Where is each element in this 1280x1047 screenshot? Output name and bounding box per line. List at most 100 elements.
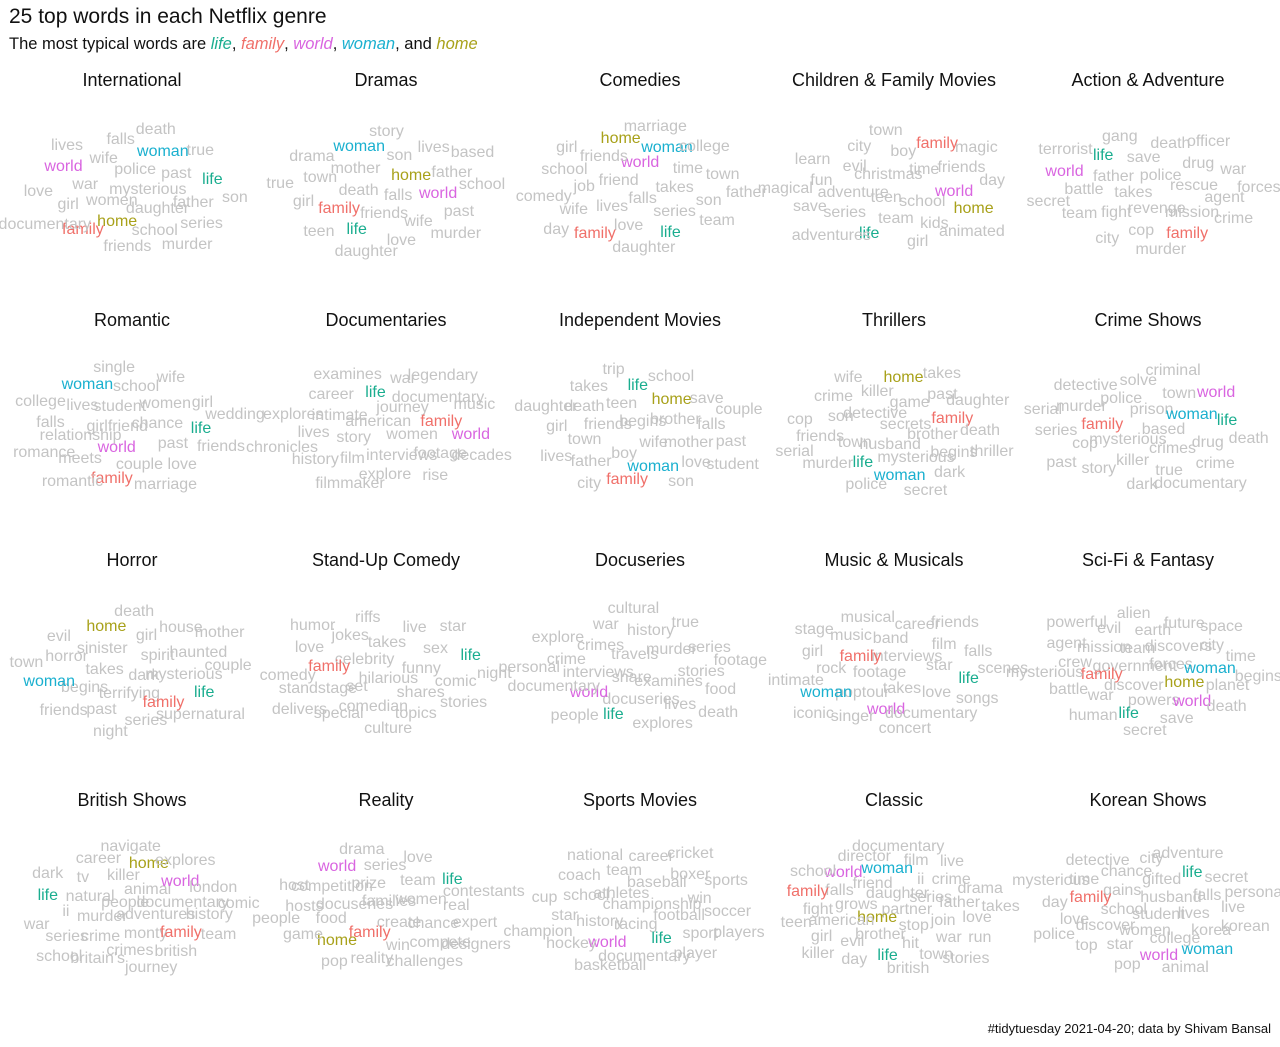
cloud-word: comedy <box>515 187 572 205</box>
cloud-word: families <box>361 892 417 910</box>
cloud-word: animal <box>1161 958 1209 976</box>
cloud-word: people <box>252 909 301 927</box>
cloud-word: songs <box>955 690 999 708</box>
cloud-word: save <box>792 198 827 216</box>
cloud-word: war <box>390 369 416 387</box>
cloud-word: secret <box>1026 193 1071 210</box>
cloud-word: singer <box>830 708 875 726</box>
cloud-word: contestants <box>442 882 525 900</box>
cloud-word: history <box>291 451 339 469</box>
cloud-word: mysterious <box>109 181 187 198</box>
cloud-word: war <box>1087 686 1114 704</box>
cloud-word: school <box>789 862 837 880</box>
cloud-word: marriage <box>623 118 687 136</box>
keyword-world: world <box>293 35 333 53</box>
cloud-word: teen <box>606 394 638 412</box>
cloud-word: begins <box>619 412 667 430</box>
cloud-word: girl <box>556 138 578 156</box>
cloud-word: food <box>315 909 347 927</box>
cloud-word: father <box>570 453 612 471</box>
cloud-word: based <box>450 143 495 161</box>
cloud-word: romance <box>13 443 76 461</box>
cloud-word: docuseries <box>602 691 680 708</box>
cloud-word: brother <box>855 926 906 944</box>
cloud-word: series <box>45 927 89 945</box>
wordcloud-panel: British Shows people adventures murder anima… <box>5 790 260 1030</box>
cloud-word: coach <box>558 867 601 885</box>
cloud-word: family <box>606 471 648 489</box>
cloud-word: challenges <box>386 952 463 970</box>
cloud-word: murder <box>76 908 128 926</box>
cloud-word: student <box>1132 906 1185 924</box>
cloud-word: falls <box>383 186 413 204</box>
subtitle-prefix: The most typical words are <box>9 35 211 53</box>
cloud-word: kids <box>920 214 949 232</box>
cloud-word: career <box>894 616 940 633</box>
cloud-word: crimes <box>106 942 154 960</box>
keyword-sep: , and <box>395 35 437 53</box>
cloud-word: explore <box>531 629 585 647</box>
cloud-word: killer <box>860 383 894 400</box>
cloud-word: footage <box>713 652 767 670</box>
cloud-word: city <box>1200 636 1224 654</box>
cloud-word: secret <box>1123 722 1167 740</box>
cloud-word: house <box>159 619 203 637</box>
cloud-word: love <box>403 849 433 866</box>
cloud-word: film <box>903 852 929 870</box>
cloud-word: supernatural <box>156 705 245 723</box>
cloud-word: son <box>827 407 854 425</box>
cloud-word: music <box>453 395 496 413</box>
cloud-word: war <box>72 176 99 194</box>
cloud-word: day <box>979 171 1005 189</box>
cloud-word: world <box>97 439 136 457</box>
cloud-word: daughter <box>514 397 578 415</box>
wordcloud-panel: Action & Adventure takes police revenge fath… <box>1021 70 1280 310</box>
cloud-word: home <box>391 166 432 184</box>
cloud-word: life <box>1182 864 1203 882</box>
cloud-word: home <box>97 212 138 230</box>
cloud-word: evil <box>46 627 71 645</box>
cloud-word: world <box>418 185 458 202</box>
cloud-word: daughter <box>865 884 930 902</box>
cloud-word: police <box>1033 926 1075 944</box>
cloud-word: interviews <box>562 663 634 681</box>
cloud-word: city <box>1139 849 1164 867</box>
cloud-word: share <box>611 668 652 686</box>
cloud-word: world <box>621 154 660 172</box>
cloud-word: career <box>628 848 674 866</box>
cloud-word: school <box>647 367 695 385</box>
panel-title: Children & Family Movies <box>791 70 997 90</box>
cloud-word: prison <box>1129 401 1174 419</box>
cloud-word: lives <box>66 396 99 414</box>
cloud-word: world <box>824 863 863 881</box>
cloud-word: world <box>44 158 83 176</box>
cloud-word: crimes <box>1148 439 1197 457</box>
cloud-word: boxer <box>670 866 711 883</box>
wordcloud-panel: Crime Shows based mysterious prison crimes fa… <box>1021 310 1275 550</box>
cloud-word: women <box>139 394 191 412</box>
cloud-word: son <box>668 473 694 491</box>
cloud-word: school <box>36 947 83 965</box>
cloud-word: soccer <box>703 902 752 920</box>
wordcloud-panel: Sci-Fi & Fantasy government forces discover… <box>1006 550 1280 790</box>
cloud-word: past <box>715 433 747 451</box>
cloud-word: korean <box>1220 918 1270 936</box>
cloud-word: history <box>576 913 624 931</box>
cloud-word: life <box>37 886 59 904</box>
cloud-word: father <box>939 894 981 912</box>
cloud-word: natural <box>65 887 115 905</box>
cloud-word: lives <box>297 424 330 442</box>
cloud-word: career <box>308 385 354 403</box>
cloud-word: hockey <box>546 934 597 952</box>
cloud-word: crime <box>546 650 586 668</box>
cloud-word: mysterious <box>1005 664 1084 682</box>
cloud-word: cricket <box>667 844 714 862</box>
cloud-word: romantic <box>41 472 104 490</box>
cloud-word: woman <box>800 684 852 702</box>
cloud-word: discover <box>1104 677 1164 695</box>
cloud-word: save <box>1159 710 1194 728</box>
cloud-word: woman <box>61 375 114 393</box>
cloud-word: agent <box>1204 189 1245 207</box>
panel-title: Independent Movies <box>558 310 722 330</box>
cloud-word: korea <box>1191 921 1232 939</box>
